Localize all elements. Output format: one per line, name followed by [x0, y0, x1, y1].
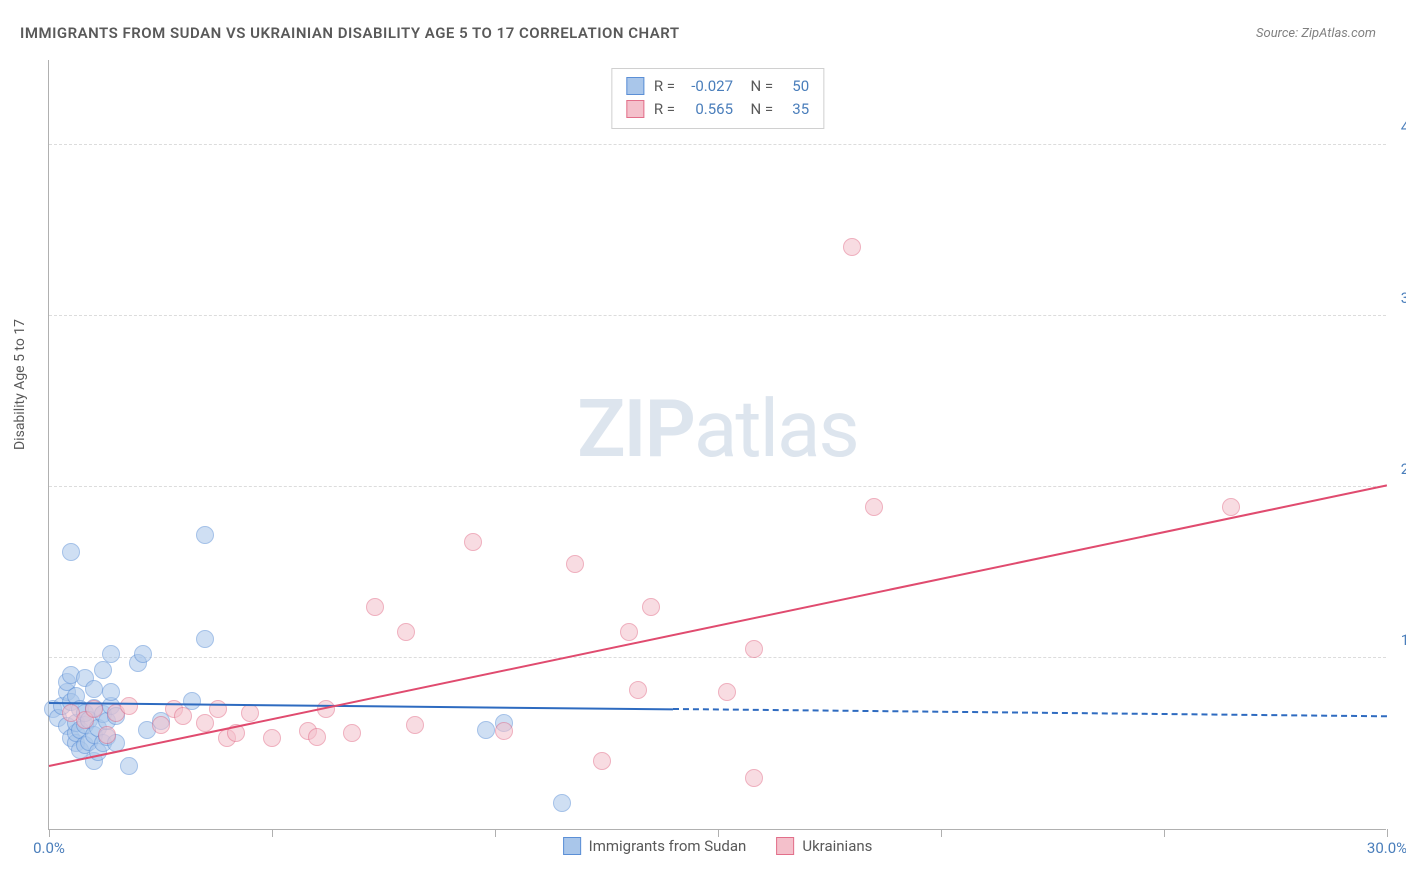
legend-r-label: R = — [654, 98, 675, 121]
data-point — [196, 630, 214, 648]
chart-title: IMMIGRANTS FROM SUDAN VS UKRAINIAN DISAB… — [20, 24, 680, 42]
data-point — [745, 769, 763, 787]
x-tick — [1387, 829, 1388, 837]
data-point — [366, 598, 384, 616]
gridline — [49, 315, 1386, 316]
legend-swatch-1 — [626, 100, 644, 118]
data-point — [263, 729, 281, 747]
data-point — [62, 543, 80, 561]
data-point — [865, 498, 883, 516]
correlation-legend: R = -0.027 N = 50 R = 0.565 N = 35 — [611, 68, 824, 129]
data-point — [745, 640, 763, 658]
x-tick — [718, 829, 719, 837]
y-tick-label: 40.0% — [1401, 118, 1406, 136]
data-point — [308, 728, 326, 746]
data-point — [343, 724, 361, 742]
x-tick — [49, 829, 50, 837]
data-point — [120, 757, 138, 775]
legend-n-label: N = — [743, 98, 773, 121]
legend-row-series-0: R = -0.027 N = 50 — [626, 75, 809, 98]
legend-r-value-0: -0.027 — [685, 75, 733, 98]
legend-bottom-swatch-1 — [776, 837, 794, 855]
x-tick — [272, 829, 273, 837]
x-tick-label: 30.0% — [1367, 839, 1406, 857]
trend-line — [49, 485, 1387, 768]
data-point — [196, 714, 214, 732]
legend-n-label: N = — [743, 75, 773, 98]
data-point — [843, 238, 861, 256]
legend-row-series-1: R = 0.565 N = 35 — [626, 98, 809, 121]
data-point — [464, 533, 482, 551]
x-tick — [495, 829, 496, 837]
data-point — [85, 680, 103, 698]
legend-bottom-label-0: Immigrants from Sudan — [589, 837, 747, 855]
legend-r-value-1: 0.565 — [685, 98, 733, 121]
x-tick — [941, 829, 942, 837]
x-tick — [1164, 829, 1165, 837]
data-point — [642, 598, 660, 616]
data-point — [593, 752, 611, 770]
data-point — [134, 645, 152, 663]
data-point — [718, 683, 736, 701]
data-point — [620, 623, 638, 641]
gridline — [49, 657, 1386, 658]
data-point — [102, 645, 120, 663]
legend-r-label: R = — [654, 75, 675, 98]
data-point — [629, 681, 647, 699]
data-point — [553, 794, 571, 812]
data-point — [1222, 498, 1240, 516]
data-point — [566, 555, 584, 573]
legend-item-0: Immigrants from Sudan — [563, 837, 747, 855]
data-point — [196, 526, 214, 544]
data-point — [495, 722, 513, 740]
y-tick-label: 20.0% — [1401, 460, 1406, 478]
gridline — [49, 486, 1386, 487]
trend-line — [49, 702, 673, 710]
trend-line-projected — [673, 708, 1387, 717]
gridline — [49, 144, 1386, 145]
y-axis-label: Disability Age 5 to 17 — [12, 319, 28, 450]
legend-n-value-0: 50 — [783, 75, 809, 98]
data-point — [120, 697, 138, 715]
data-point — [94, 661, 112, 679]
series-legend: Immigrants from Sudan Ukrainians — [563, 837, 873, 855]
legend-bottom-label-1: Ukrainians — [802, 837, 872, 855]
data-point — [152, 716, 170, 734]
legend-bottom-swatch-0 — [563, 837, 581, 855]
data-point — [397, 623, 415, 641]
x-tick-label: 0.0% — [33, 839, 65, 857]
data-point — [477, 721, 495, 739]
data-point — [102, 683, 120, 701]
legend-n-value-1: 35 — [783, 98, 809, 121]
data-point — [241, 704, 259, 722]
watermark-light: atlas — [694, 382, 858, 476]
watermark-text: ZIPatlas — [577, 382, 858, 476]
legend-swatch-0 — [626, 77, 644, 95]
scatter-plot-area: ZIPatlas R = -0.027 N = 50 R = 0.565 N =… — [48, 60, 1386, 830]
y-tick-label: 10.0% — [1401, 631, 1406, 649]
watermark-bold: ZIP — [577, 382, 694, 476]
data-point — [98, 726, 116, 744]
y-tick-label: 30.0% — [1401, 289, 1406, 307]
data-point — [174, 707, 192, 725]
source-attribution: Source: ZipAtlas.com — [1256, 26, 1376, 41]
data-point — [406, 716, 424, 734]
legend-item-1: Ukrainians — [776, 837, 872, 855]
